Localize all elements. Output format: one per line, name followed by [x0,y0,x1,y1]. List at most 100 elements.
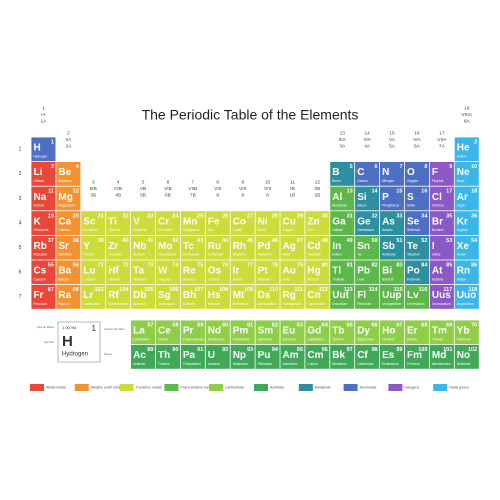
element-symbol: Si [357,192,367,203]
element-symbol: Sc [83,216,96,227]
element-symbol: V [133,216,140,227]
element-name: Gadolinium [307,337,323,341]
atomic-number: 98 [371,347,377,353]
element-name: Gold [283,277,290,281]
group-label: VIIB [188,186,197,192]
element-symbol: Pb [357,266,370,277]
atomic-number: 26 [222,213,228,219]
element-name: Sodium [34,204,45,208]
element-tile [131,260,156,285]
element-tile [429,285,454,309]
element-name: Lithium [34,179,45,183]
element-name: Lutetium [83,277,96,281]
element-name: Osmium [208,277,220,281]
atomic-number: 1 [51,139,54,145]
element-name: Iridium [233,277,243,281]
element-symbol: He [457,143,470,154]
element-symbol: Pt [258,266,269,277]
element-name: Neptunium [233,362,249,366]
atomic-number: 10 [471,164,477,170]
element-name: Ruthenium [208,253,224,257]
atomic-number: 93 [247,347,253,353]
element-symbol: Rh [233,241,246,252]
element-tile [380,211,405,235]
element-symbol: Uut [332,290,349,301]
element-name: Niobium [133,253,145,257]
group-label: 1 [42,105,45,111]
element-tile [355,235,380,260]
element-name: Rhenium [183,277,196,281]
element-name: Xenon [457,253,466,257]
group-label: VIII [264,186,271,192]
element-tile [56,260,81,285]
element-name: Rhodium [233,253,246,257]
group-label: 6 [167,179,170,185]
atomic-number: 9 [449,164,452,170]
atomic-number: 56 [73,262,79,268]
element-tile [230,211,255,235]
atomic-number: 51 [396,238,402,244]
atomic-number: 107 [194,287,203,293]
group-label: IIB [314,186,320,192]
atomic-number: 106 [169,287,178,293]
group-label: 8A [464,118,471,124]
atomic-number: 64 [322,322,329,328]
group-label: 2 [67,130,70,136]
element-name: Fluorine [432,179,444,183]
element-name: Fermium [407,362,420,366]
atomic-number: 62 [272,322,278,328]
element-symbol: Cm [307,350,323,361]
element-name: Thorium [158,362,170,366]
element-name: Silicon [357,204,367,208]
element-name: Erbium [407,337,417,341]
element-tile [106,285,131,309]
element-symbol: Nb [133,241,146,252]
element-name: Barium [58,277,68,281]
element-tile [230,285,255,309]
atomic-number: 41 [147,238,153,244]
element-tile [380,162,405,186]
group-label: 4B [115,192,121,198]
element-tile [131,285,156,309]
element-tile [106,235,131,260]
key: 1.00794 1 H Hydrogen Atomic Mass Atomic Numbe… [37,321,125,363]
element-tile [230,320,255,345]
atomic-number: 96 [322,347,328,353]
element-name: Bromine [432,228,444,232]
atomic-number: 95 [297,347,303,353]
atomic-number: 101 [443,347,452,353]
element-name: Beryllium [58,179,71,183]
element-symbol: Xe [457,241,470,252]
element-name: Krypton [457,228,468,232]
group-label: 9 [241,179,244,185]
element-symbol: Th [158,350,170,361]
element-name: Europium [283,337,297,341]
atomic-number: 109 [244,287,253,293]
legend-label: Halogens [404,385,419,389]
element-name: Lawrencium [83,302,101,306]
element-name: Dysprosium [357,337,374,341]
key-label: Symbol [44,340,54,344]
group-label: 5A [389,143,396,149]
element-tile [355,285,380,309]
element-tile [106,211,131,235]
element-tile [305,285,330,309]
element-symbol: Po [407,266,420,277]
element-name: Mendelevium [432,362,451,366]
element-name: Tantalum [133,277,146,281]
element-tile [305,345,330,369]
element-tile [180,211,205,235]
group-label: 4 [117,179,120,185]
